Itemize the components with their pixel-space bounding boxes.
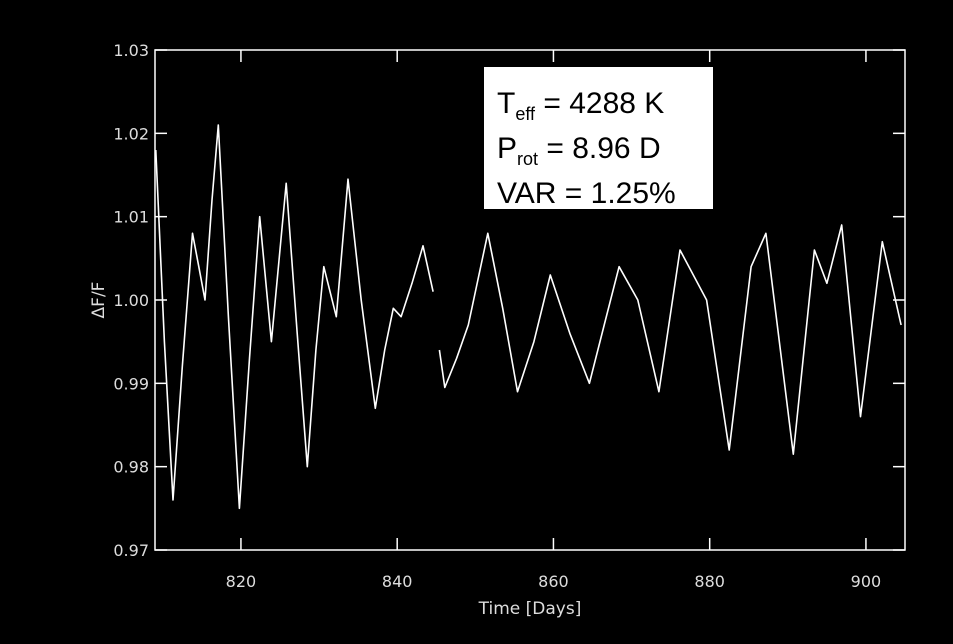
y-tick-label: 0.98 <box>113 458 149 477</box>
annotation-subscript: eff <box>515 104 536 124</box>
y-tick-label: 1.01 <box>113 208 149 227</box>
annotation: Teff = 4288 K <box>497 87 664 124</box>
annotation-text: T <box>497 87 515 120</box>
annotation: Prot = 8.96 D <box>497 132 661 169</box>
annotation-text: P <box>497 132 517 165</box>
x-tick-label: 880 <box>694 572 725 591</box>
y-tick-label: 1.02 <box>113 124 149 143</box>
y-tick-label: 0.97 <box>113 541 149 560</box>
annotation-box <box>484 67 713 209</box>
y-tick-label: 1.03 <box>113 41 149 60</box>
x-tick-label: 840 <box>382 572 413 591</box>
x-tick-label: 860 <box>538 572 569 591</box>
light-curve <box>155 124 902 510</box>
y-axis-label: ΔF/F <box>89 282 109 319</box>
x-tick-label: 820 <box>226 572 257 591</box>
annotation-text: VAR = 1.25% <box>497 177 676 210</box>
x-tick-label: 900 <box>851 572 882 591</box>
annotation-subscript: rot <box>517 149 538 169</box>
annotation: VAR = 1.25% <box>497 177 676 210</box>
x-axis-label: Time [Days] <box>478 599 582 619</box>
annotation-text: = 4288 K <box>535 87 664 120</box>
y-tick-label: 0.99 <box>113 374 149 393</box>
annotation-text: = 8.96 D <box>538 132 661 165</box>
y-tick-label: 1.00 <box>113 291 149 310</box>
